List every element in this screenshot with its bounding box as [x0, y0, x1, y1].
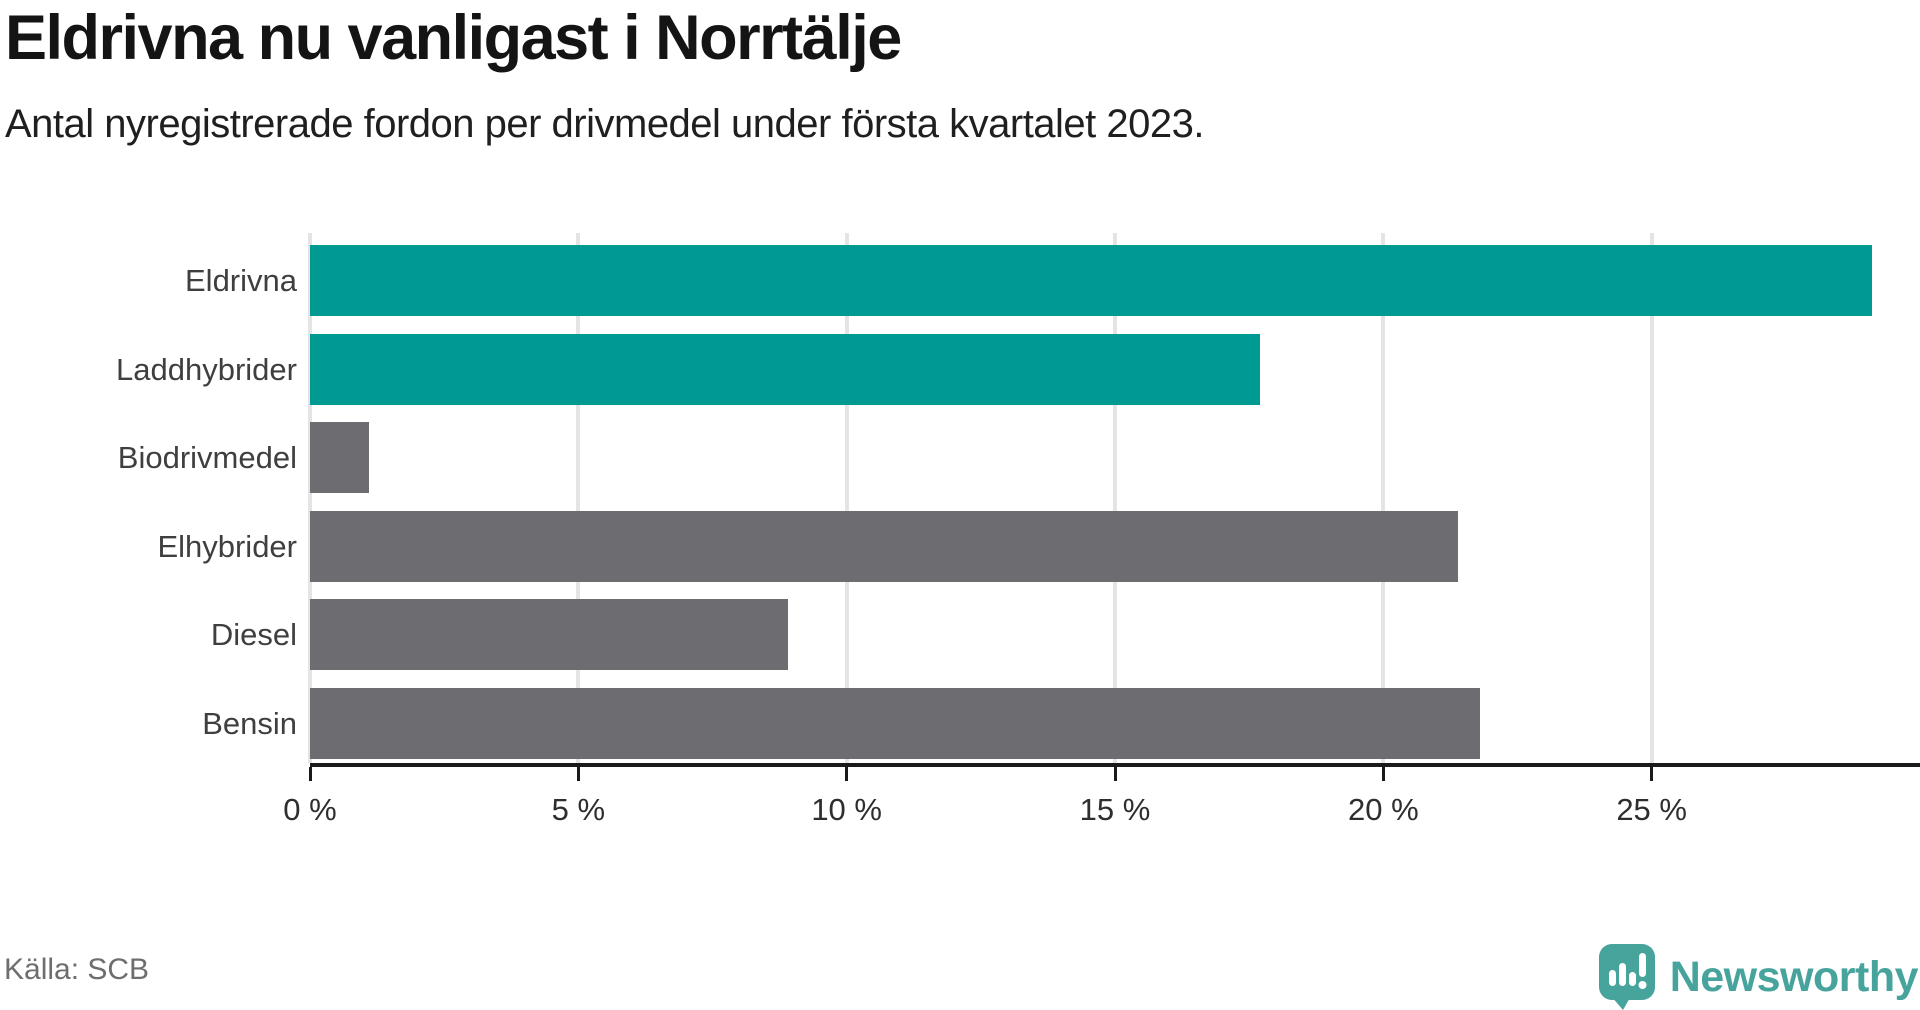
tick-label-25: 25 % [1616, 792, 1687, 827]
tick-mark-15 [1113, 767, 1117, 781]
tick-label-20: 20 % [1347, 792, 1419, 827]
brand-wordmark: Newsworthy [1669, 952, 1919, 1001]
gridline-20 [1381, 233, 1386, 763]
tick-mark-20 [1381, 767, 1385, 781]
category-label-elhybrider: Elhybrider [157, 528, 297, 564]
bar-biodrivmedel [310, 422, 370, 494]
gridline-5 [576, 233, 581, 763]
gridline-15 [1113, 233, 1117, 763]
bar-eldrivna [310, 245, 1872, 316]
gridline-25 [1649, 233, 1654, 763]
newsworthy-bubble-icon [1598, 944, 1655, 1010]
tick-label-0: 0 % [283, 792, 337, 827]
tick-mark-5 [576, 767, 580, 781]
x-axis-line [310, 763, 1920, 767]
tick-mark-10 [845, 767, 849, 781]
chart-title: Eldrivna nu vanligast i Norrtälje [5, 3, 902, 73]
tick-mark-0 [308, 767, 312, 781]
category-label-laddhybrider: Laddhybrider [116, 351, 297, 387]
tick-label-15: 15 % [1079, 792, 1151, 827]
category-label-eldrivna: Eldrivna [185, 263, 297, 298]
tick-mark-25 [1650, 767, 1654, 781]
gridline-10 [844, 233, 849, 763]
bar-elhybrider [310, 510, 1459, 582]
gridline-0 [308, 233, 312, 763]
bar-diesel [310, 599, 788, 671]
brand-logo: Newsworthy [1598, 944, 1919, 1010]
bar-laddhybrider [310, 333, 1260, 405]
tick-label-5: 5 % [551, 792, 606, 827]
source-note: Källa: SCB [4, 953, 150, 986]
tick-label-10: 10 % [811, 792, 882, 827]
bar-bensin [310, 687, 1480, 759]
category-label-biodrivmedel: Biodrivmedel [117, 440, 297, 476]
category-label-diesel: Diesel [210, 617, 297, 653]
category-label-bensin: Bensin [202, 705, 297, 741]
chart-subtitle: Antal nyregistrerade fordon per drivmede… [5, 102, 1205, 146]
